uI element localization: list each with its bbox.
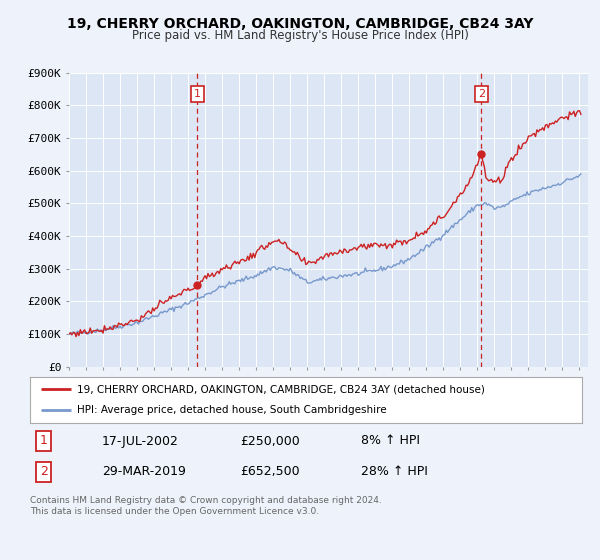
Text: 19, CHERRY ORCHARD, OAKINGTON, CAMBRIDGE, CB24 3AY: 19, CHERRY ORCHARD, OAKINGTON, CAMBRIDGE… <box>67 16 533 30</box>
Text: £652,500: £652,500 <box>240 465 299 478</box>
Text: 17-JUL-2002: 17-JUL-2002 <box>102 435 179 447</box>
Text: 8% ↑ HPI: 8% ↑ HPI <box>361 435 420 447</box>
Text: Price paid vs. HM Land Registry's House Price Index (HPI): Price paid vs. HM Land Registry's House … <box>131 29 469 43</box>
Text: HPI: Average price, detached house, South Cambridgeshire: HPI: Average price, detached house, Sout… <box>77 405 386 416</box>
Text: 1: 1 <box>194 89 201 99</box>
Text: 29-MAR-2019: 29-MAR-2019 <box>102 465 185 478</box>
Text: 19, CHERRY ORCHARD, OAKINGTON, CAMBRIDGE, CB24 3AY (detached house): 19, CHERRY ORCHARD, OAKINGTON, CAMBRIDGE… <box>77 384 485 394</box>
Text: 2: 2 <box>40 465 48 478</box>
Text: £250,000: £250,000 <box>240 435 299 447</box>
Text: 28% ↑ HPI: 28% ↑ HPI <box>361 465 428 478</box>
Text: Contains HM Land Registry data © Crown copyright and database right 2024.
This d: Contains HM Land Registry data © Crown c… <box>30 496 382 516</box>
Text: 1: 1 <box>40 435 48 447</box>
Text: 2: 2 <box>478 89 485 99</box>
